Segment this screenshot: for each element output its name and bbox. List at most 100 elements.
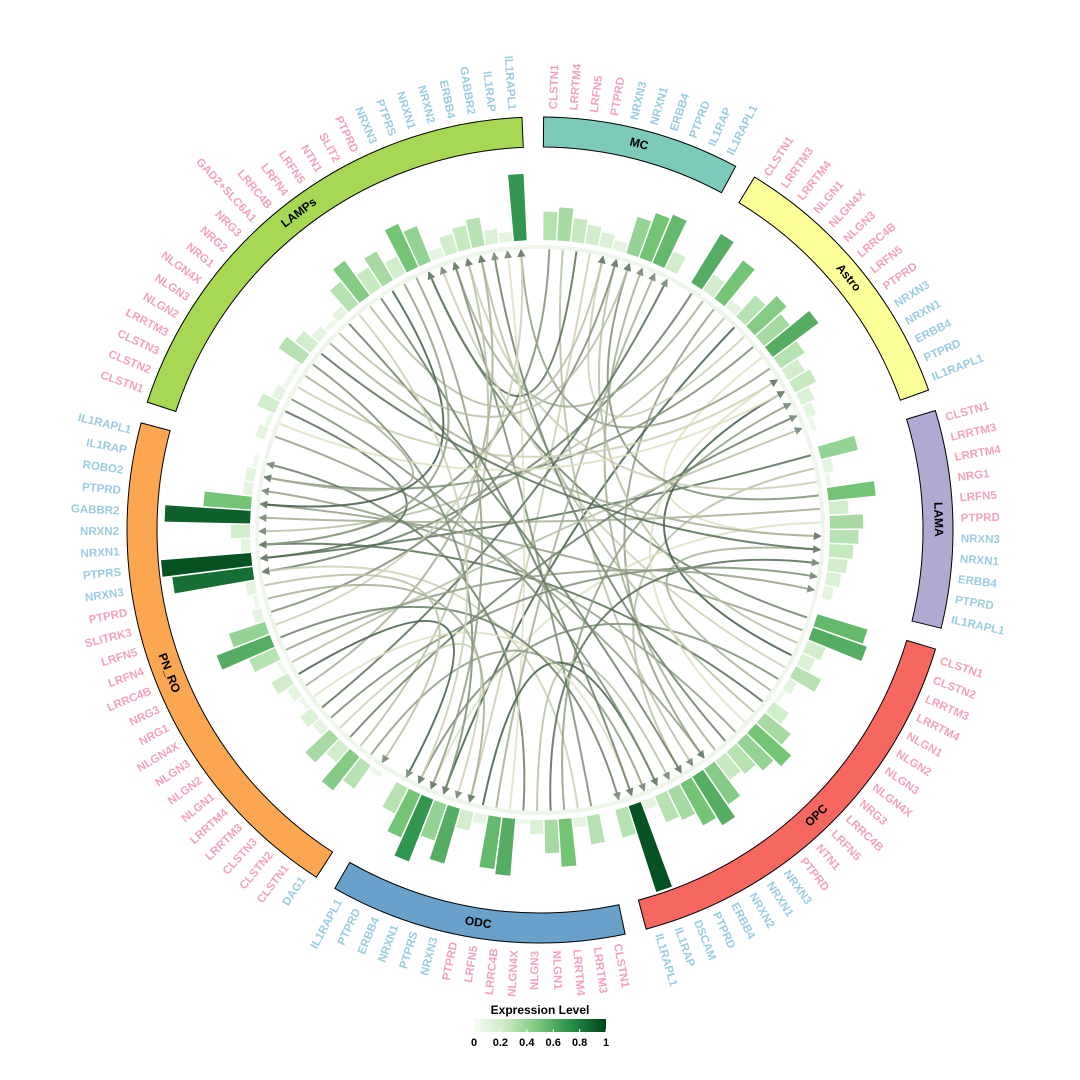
gene-label: CLSTN1 [611,943,631,990]
bar [244,467,257,482]
bar [667,784,695,821]
gene-label: NRXN1 [394,90,418,131]
bar [530,819,544,835]
ring [126,116,954,944]
legend-tick-label: 0 [471,1037,477,1049]
link [259,290,445,509]
bar [544,819,560,854]
legend: Expression Level 0 0.2 0.4 0.6 0.8 1 [471,1003,609,1049]
bar [746,296,787,336]
sector [146,116,524,413]
bar [329,281,359,313]
gene-label: SLIT2 [316,131,342,164]
gene-label: PTPRD [710,910,737,950]
link [279,605,621,801]
bar [628,801,672,893]
bar [813,614,868,644]
gene-label: ERBB4 [957,574,998,591]
link [258,249,551,549]
bar [429,804,460,864]
gene-label: NRXN1 [649,85,671,126]
legend-bar [474,1019,606,1032]
link [339,642,483,800]
link [417,623,779,785]
gene-label: LRFN5 [589,74,606,113]
bar [736,295,766,326]
bar [278,336,310,365]
gene-label: DSCAM [691,919,718,963]
bar [299,708,320,728]
bar [298,696,311,710]
bar [456,809,474,831]
gene-label: NRXN3 [419,936,440,977]
gene-label: NRXN3 [84,587,124,605]
link [536,661,671,811]
sector-label: ODC [464,913,493,931]
bar [331,305,348,322]
gene-label: ERBB4 [356,915,382,956]
bar [558,818,577,867]
link [258,317,726,536]
bar [428,247,445,261]
bar [827,558,848,574]
gene-label: IL1RAP [85,437,128,457]
bar [585,224,602,246]
gene-label: IL1RAP [480,71,497,113]
gene-label: CLSTN1 [99,370,146,396]
gene-label: NLGN4X [506,950,521,998]
legend-tick-label: 0.4 [519,1037,535,1049]
bar [332,260,370,303]
bar [824,572,842,588]
gene-label: PTPRD [954,594,994,612]
bar [764,311,819,358]
sector-label: LAMA [931,502,946,537]
gene-label: LRRTM4 [954,444,1003,464]
bar [231,524,251,539]
link [349,414,798,738]
bar [325,319,338,332]
bar [665,251,686,275]
sector [126,422,334,878]
bar [271,673,295,695]
bar [420,800,447,841]
link [298,620,455,778]
gene-label: LRFN5 [100,647,140,669]
gene-label: NRXN3 [629,80,649,121]
gene-label: PTPRD [922,338,962,365]
bar [828,544,854,559]
bar [828,500,849,515]
bar [715,752,741,780]
bar [789,369,817,393]
bar [295,330,319,353]
bar [382,782,408,814]
bar [252,454,260,468]
bar [203,491,252,510]
gene-label: LRFN5 [959,490,997,505]
bar [826,481,876,501]
legend-tick-label: 0.6 [546,1037,561,1049]
bar [824,473,832,487]
gene-label: NRXN2 [415,84,437,125]
bar [240,538,251,553]
link [259,410,408,562]
bar [242,481,254,496]
gene-label: NRG1 [137,722,171,748]
bar [160,553,253,577]
link [279,390,786,471]
bar [384,256,406,280]
legend-tick-label: 0.8 [572,1037,587,1049]
gene-label: LRRC4B [484,948,501,996]
link [258,507,821,524]
bar [282,374,294,389]
gene-label: NRXN1 [80,546,120,560]
link [338,262,631,418]
link [380,297,634,797]
bar [641,796,658,811]
bar [326,739,349,763]
link [467,253,591,803]
link [266,461,526,811]
link [442,326,736,795]
link [313,631,634,797]
